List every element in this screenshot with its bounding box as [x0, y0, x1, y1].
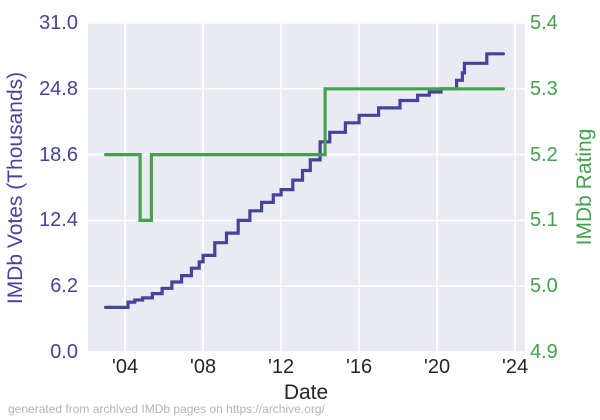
plot-area	[88, 23, 525, 352]
rating-line	[104, 87, 505, 222]
y-right-tick-label: 5.0	[530, 275, 558, 298]
y-axis-left-label: IMDb Votes (Thousands)	[4, 71, 27, 305]
x-tick-label: '12	[268, 356, 295, 378]
y-left-tick-label: 31.0	[39, 12, 78, 34]
x-axis-label: Date	[283, 381, 329, 404]
x-tick-label: '20	[424, 356, 451, 378]
source-attribution-note: generated from archived IMDb pages on ht…	[8, 402, 325, 416]
y-right-tick-label: 5.2	[530, 143, 558, 166]
plot-background	[88, 23, 525, 352]
x-tick-label: '24	[502, 356, 529, 378]
chart-canvas	[88, 23, 525, 352]
y-right-tick-label: 5.1	[530, 209, 558, 232]
x-tick-label: '04	[112, 356, 139, 378]
y-left-tick-label: 6.2	[50, 275, 78, 298]
y-left-tick-label: 18.6	[39, 143, 78, 166]
y-right-tick-label: 5.4	[530, 12, 558, 34]
x-tick-label: '16	[346, 356, 373, 378]
y-left-tick-label: 0.0	[50, 341, 78, 363]
y-axis-right-label: IMDb Rating	[573, 128, 596, 246]
x-tick-label: '08	[190, 356, 217, 378]
y-left-tick-label: 24.8	[39, 77, 78, 100]
y-right-tick-label: 4.9	[530, 341, 558, 363]
y-left-tick-label: 12.4	[39, 209, 78, 232]
votes-line	[104, 52, 505, 309]
y-right-tick-label: 5.3	[530, 77, 558, 100]
